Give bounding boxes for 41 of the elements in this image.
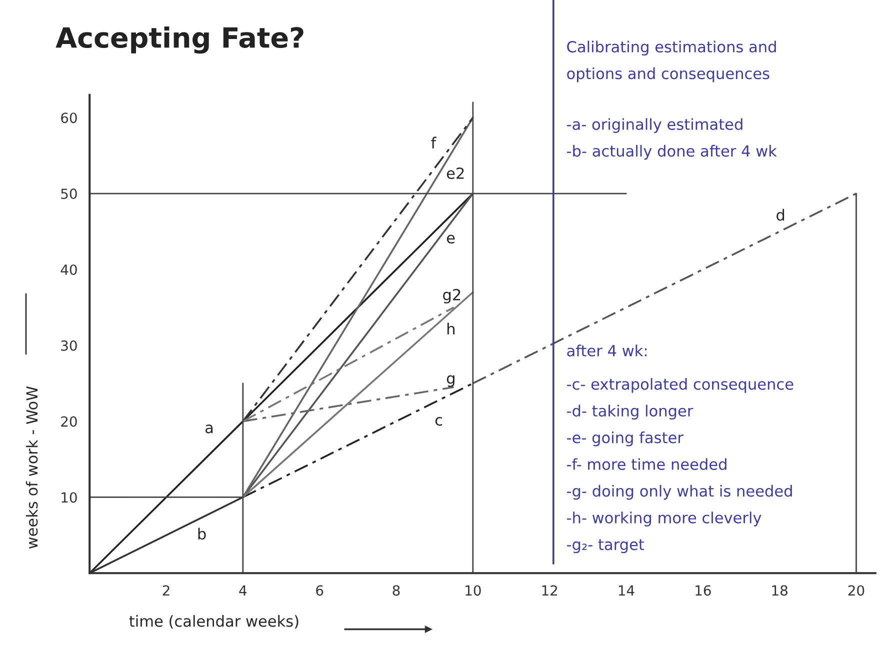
series-label: b (198, 528, 206, 540)
x-axis-title: time (calendar weeks) (129, 615, 298, 629)
annotation: -g- doing only what is needed (567, 484, 792, 500)
annotation: -g₂- target (567, 539, 644, 554)
text: options and consequences (567, 67, 770, 82)
series-label: h (447, 322, 454, 334)
y-tick-label: 20 (61, 416, 77, 427)
x-tick-label: 20 (848, 585, 864, 596)
annotation: -f- more time needed (567, 458, 726, 470)
y-tick-label: 50 (61, 188, 77, 200)
series-label: e (446, 234, 455, 244)
x-tick-label: 6 (316, 585, 324, 596)
annotation: after 4 wk: (567, 344, 647, 356)
x-tick-label: 10 (466, 585, 481, 596)
text: Calibrating estimations and (567, 40, 776, 56)
annotation: -d- taking longer (567, 404, 694, 420)
annotation: -a- originally estimated (567, 118, 742, 133)
series-label: g2 (443, 288, 460, 304)
series-label: a (206, 424, 213, 434)
y-axis-title: weeks of work - WoW (26, 386, 38, 549)
series-label: g (446, 375, 454, 387)
series-label: d (776, 208, 784, 221)
x-tick-label: 18 (772, 585, 788, 596)
x-tick-label: 2 (162, 585, 170, 596)
x-tick-label: 4 (239, 585, 247, 596)
y-tick-label: 30 (61, 340, 77, 351)
series-label: c (435, 416, 442, 426)
chart-title: Accepting Fate? (56, 26, 304, 54)
annotation: -c- extrapolated consequence (567, 378, 794, 393)
y-tick-label: 40 (60, 264, 77, 275)
x-tick-label: 16 (696, 585, 711, 596)
x-tick-label: 8 (392, 585, 400, 596)
annotation: -b- actually done after 4 wk (567, 144, 777, 160)
y-tick-label: 60 (61, 112, 77, 124)
annotation: -h- working more cleverly (567, 512, 762, 526)
y-tick-label: 10 (62, 492, 77, 503)
series-label: f (431, 136, 436, 148)
series-label: e2 (446, 167, 464, 180)
annotation: -e- going faster (567, 431, 684, 446)
x-tick-label: 12 (542, 585, 558, 596)
x-tick-label: 14 (618, 585, 634, 596)
